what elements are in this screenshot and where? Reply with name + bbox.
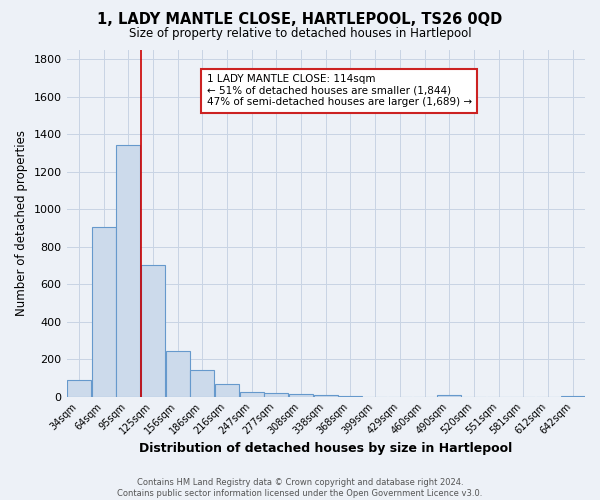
Text: 1 LADY MANTLE CLOSE: 114sqm
← 51% of detached houses are smaller (1,844)
47% of : 1 LADY MANTLE CLOSE: 114sqm ← 51% of det… <box>206 74 472 108</box>
Text: 1, LADY MANTLE CLOSE, HARTLEPOOL, TS26 0QD: 1, LADY MANTLE CLOSE, HARTLEPOOL, TS26 0… <box>97 12 503 28</box>
Bar <box>190 370 214 396</box>
Y-axis label: Number of detached properties: Number of detached properties <box>15 130 28 316</box>
Text: Contains HM Land Registry data © Crown copyright and database right 2024.
Contai: Contains HM Land Registry data © Crown c… <box>118 478 482 498</box>
X-axis label: Distribution of detached houses by size in Hartlepool: Distribution of detached houses by size … <box>139 442 512 455</box>
Bar <box>116 144 140 396</box>
Bar <box>314 394 338 396</box>
Bar <box>437 394 461 396</box>
Bar <box>141 266 165 396</box>
Bar <box>215 384 239 396</box>
Bar <box>289 394 313 396</box>
Bar <box>92 227 116 396</box>
Bar <box>166 350 190 397</box>
Bar <box>67 380 91 396</box>
Text: Size of property relative to detached houses in Hartlepool: Size of property relative to detached ho… <box>128 28 472 40</box>
Bar <box>240 392 263 396</box>
Bar <box>265 393 289 396</box>
